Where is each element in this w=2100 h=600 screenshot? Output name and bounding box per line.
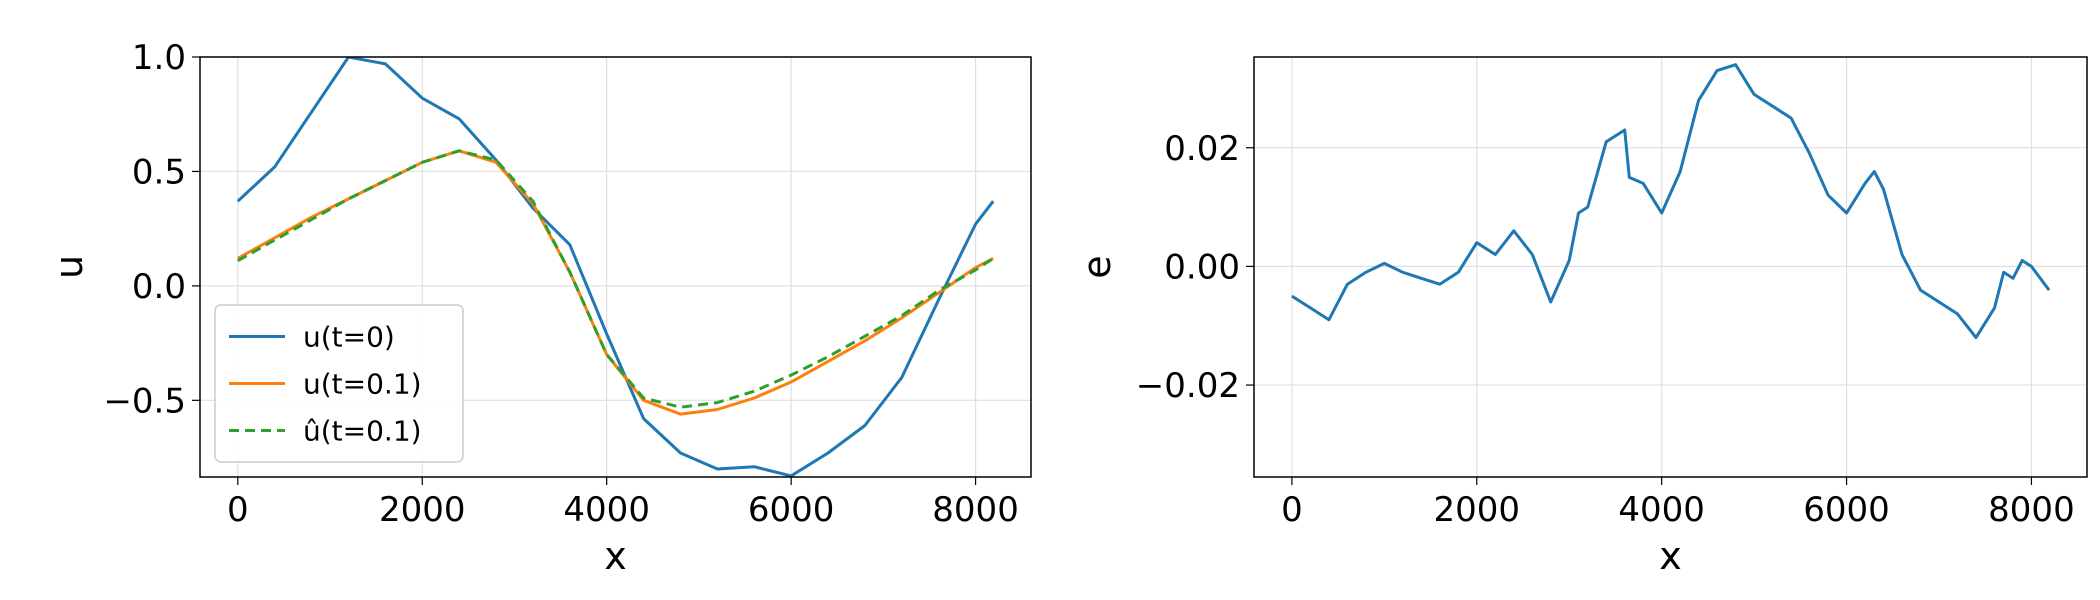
y-tick-label: 0.02: [1164, 129, 1240, 169]
x-tick-label: 4000: [563, 490, 650, 530]
y-tick-label: 0.5: [132, 152, 186, 192]
x-tick-label: 6000: [1803, 490, 1890, 530]
y-tick-label: 0.00: [1164, 247, 1240, 287]
legend-label: u(t=0.1): [303, 368, 422, 401]
x-tick-label: 0: [1281, 490, 1303, 530]
legend: u(t=0) u(t=0.1) û(t=0.1): [214, 304, 464, 463]
x-tick-label: 4000: [1618, 490, 1705, 530]
y-tick-label: −0.5: [103, 381, 186, 421]
y-axis-label: e: [1075, 255, 1119, 278]
x-axis-label: x: [604, 534, 627, 578]
y-tick-label: 1.0: [132, 38, 186, 78]
y-axis-label: u: [47, 255, 91, 279]
y-tick-label: 0.0: [132, 267, 186, 307]
plot-frame: [199, 56, 1032, 478]
subplot: 0 2000 4000 6000 8000−0.50.00.51.0xuu(t=0)u(…: [47, 38, 1032, 578]
data-line: [237, 149, 995, 409]
legend-label: û(t=0.1): [303, 415, 422, 448]
x-tick-label: 8000: [932, 490, 1019, 530]
x-tick-label: 2000: [379, 490, 466, 530]
x-tick-label: 6000: [748, 490, 835, 530]
data-line: [1291, 63, 2051, 340]
subplot: 0 2000 4000 6000 8000 −0.02 0.00 0.02 x e: [1075, 56, 2088, 578]
x-tick-label: 0: [227, 490, 249, 530]
y-tick-label: −0.02: [1136, 366, 1240, 406]
x-tick-label: 8000: [1988, 490, 2075, 530]
plot-frame: [1253, 56, 2088, 478]
legend-box: [214, 304, 464, 463]
legend-label: u(t=0): [303, 321, 395, 354]
x-tick-label: 2000: [1434, 490, 1521, 530]
x-axis-label: x: [1659, 534, 1682, 578]
